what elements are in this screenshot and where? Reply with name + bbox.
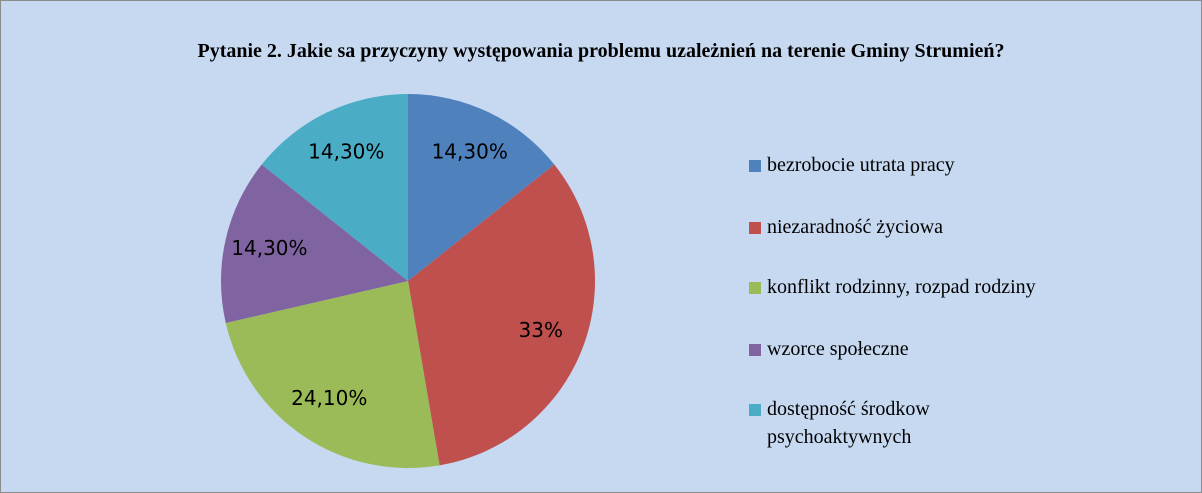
chart-title: Pytanie 2. Jakie sa przyczyny występowan… bbox=[197, 40, 1005, 62]
legend-item: niezaradność życiowa bbox=[749, 213, 1067, 241]
legend-swatch bbox=[749, 282, 761, 294]
legend-label: dostępność środkow psychoaktywnych bbox=[767, 398, 930, 448]
legend-item: wzorce społeczne bbox=[749, 335, 1067, 363]
data-label: 33% bbox=[519, 318, 563, 342]
pie-slice bbox=[408, 164, 595, 466]
legend-label: bezrobocie utrata pracy bbox=[767, 154, 955, 176]
legend-swatch bbox=[749, 160, 761, 172]
legend-swatch bbox=[749, 404, 761, 416]
legend-item: konflikt rodzinny, rozpad rodziny bbox=[749, 273, 1067, 301]
legend-label: konflikt rodzinny, rozpad rodziny bbox=[767, 276, 1036, 298]
legend-label: wzorce społeczne bbox=[767, 338, 909, 360]
pie-slice bbox=[408, 94, 555, 281]
legend-item: bezrobocie utrata pracy bbox=[749, 151, 1067, 179]
pie-slice bbox=[261, 94, 408, 281]
legend-label: niezaradność życiowa bbox=[767, 216, 944, 238]
data-label: 14,30% bbox=[231, 236, 307, 260]
data-label: 14,30% bbox=[432, 139, 508, 163]
legend-item: dostępność środkow psychoaktywnych bbox=[749, 395, 1067, 451]
data-label: 24,10% bbox=[291, 386, 367, 410]
pie-slice bbox=[225, 281, 440, 469]
legend-swatch bbox=[749, 344, 761, 356]
legend-swatch bbox=[749, 222, 761, 234]
data-label: 14,30% bbox=[308, 139, 384, 163]
pie-slice bbox=[221, 164, 408, 323]
